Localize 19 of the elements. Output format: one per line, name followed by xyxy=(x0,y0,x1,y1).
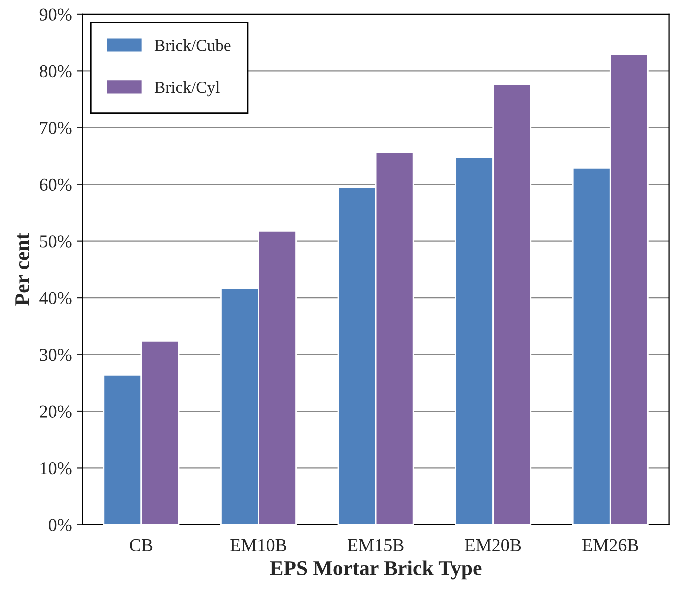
y-tick-label: 30% xyxy=(40,349,72,362)
y-tick-label: 60% xyxy=(40,178,72,192)
y-tick-label: 50% xyxy=(40,236,72,248)
y-axis-title: Per cent xyxy=(16,233,30,306)
x-tick-label: EM26B xyxy=(582,539,638,552)
legend-label: Brick/Cube xyxy=(154,40,231,52)
x-tick-label: EM10B xyxy=(230,539,286,552)
x-tick-label: EM15B xyxy=(348,539,404,552)
y-tick-label: 0% xyxy=(49,519,72,532)
y-tick-label: 90% xyxy=(40,8,72,21)
y-tick-label: 80% xyxy=(40,65,72,78)
x-axis-title: EPS Mortar Brick Type xyxy=(270,560,482,580)
x-tick-label: CB xyxy=(130,539,153,552)
y-tick-label: 70% xyxy=(40,122,72,134)
legend-label: Brick/Cyl xyxy=(154,81,220,97)
y-tick-label: 20% xyxy=(40,406,72,418)
y-tick-label: 10% xyxy=(40,462,72,475)
x-tick-label: EM20B xyxy=(465,539,522,552)
y-tick-label: 40% xyxy=(40,292,72,305)
